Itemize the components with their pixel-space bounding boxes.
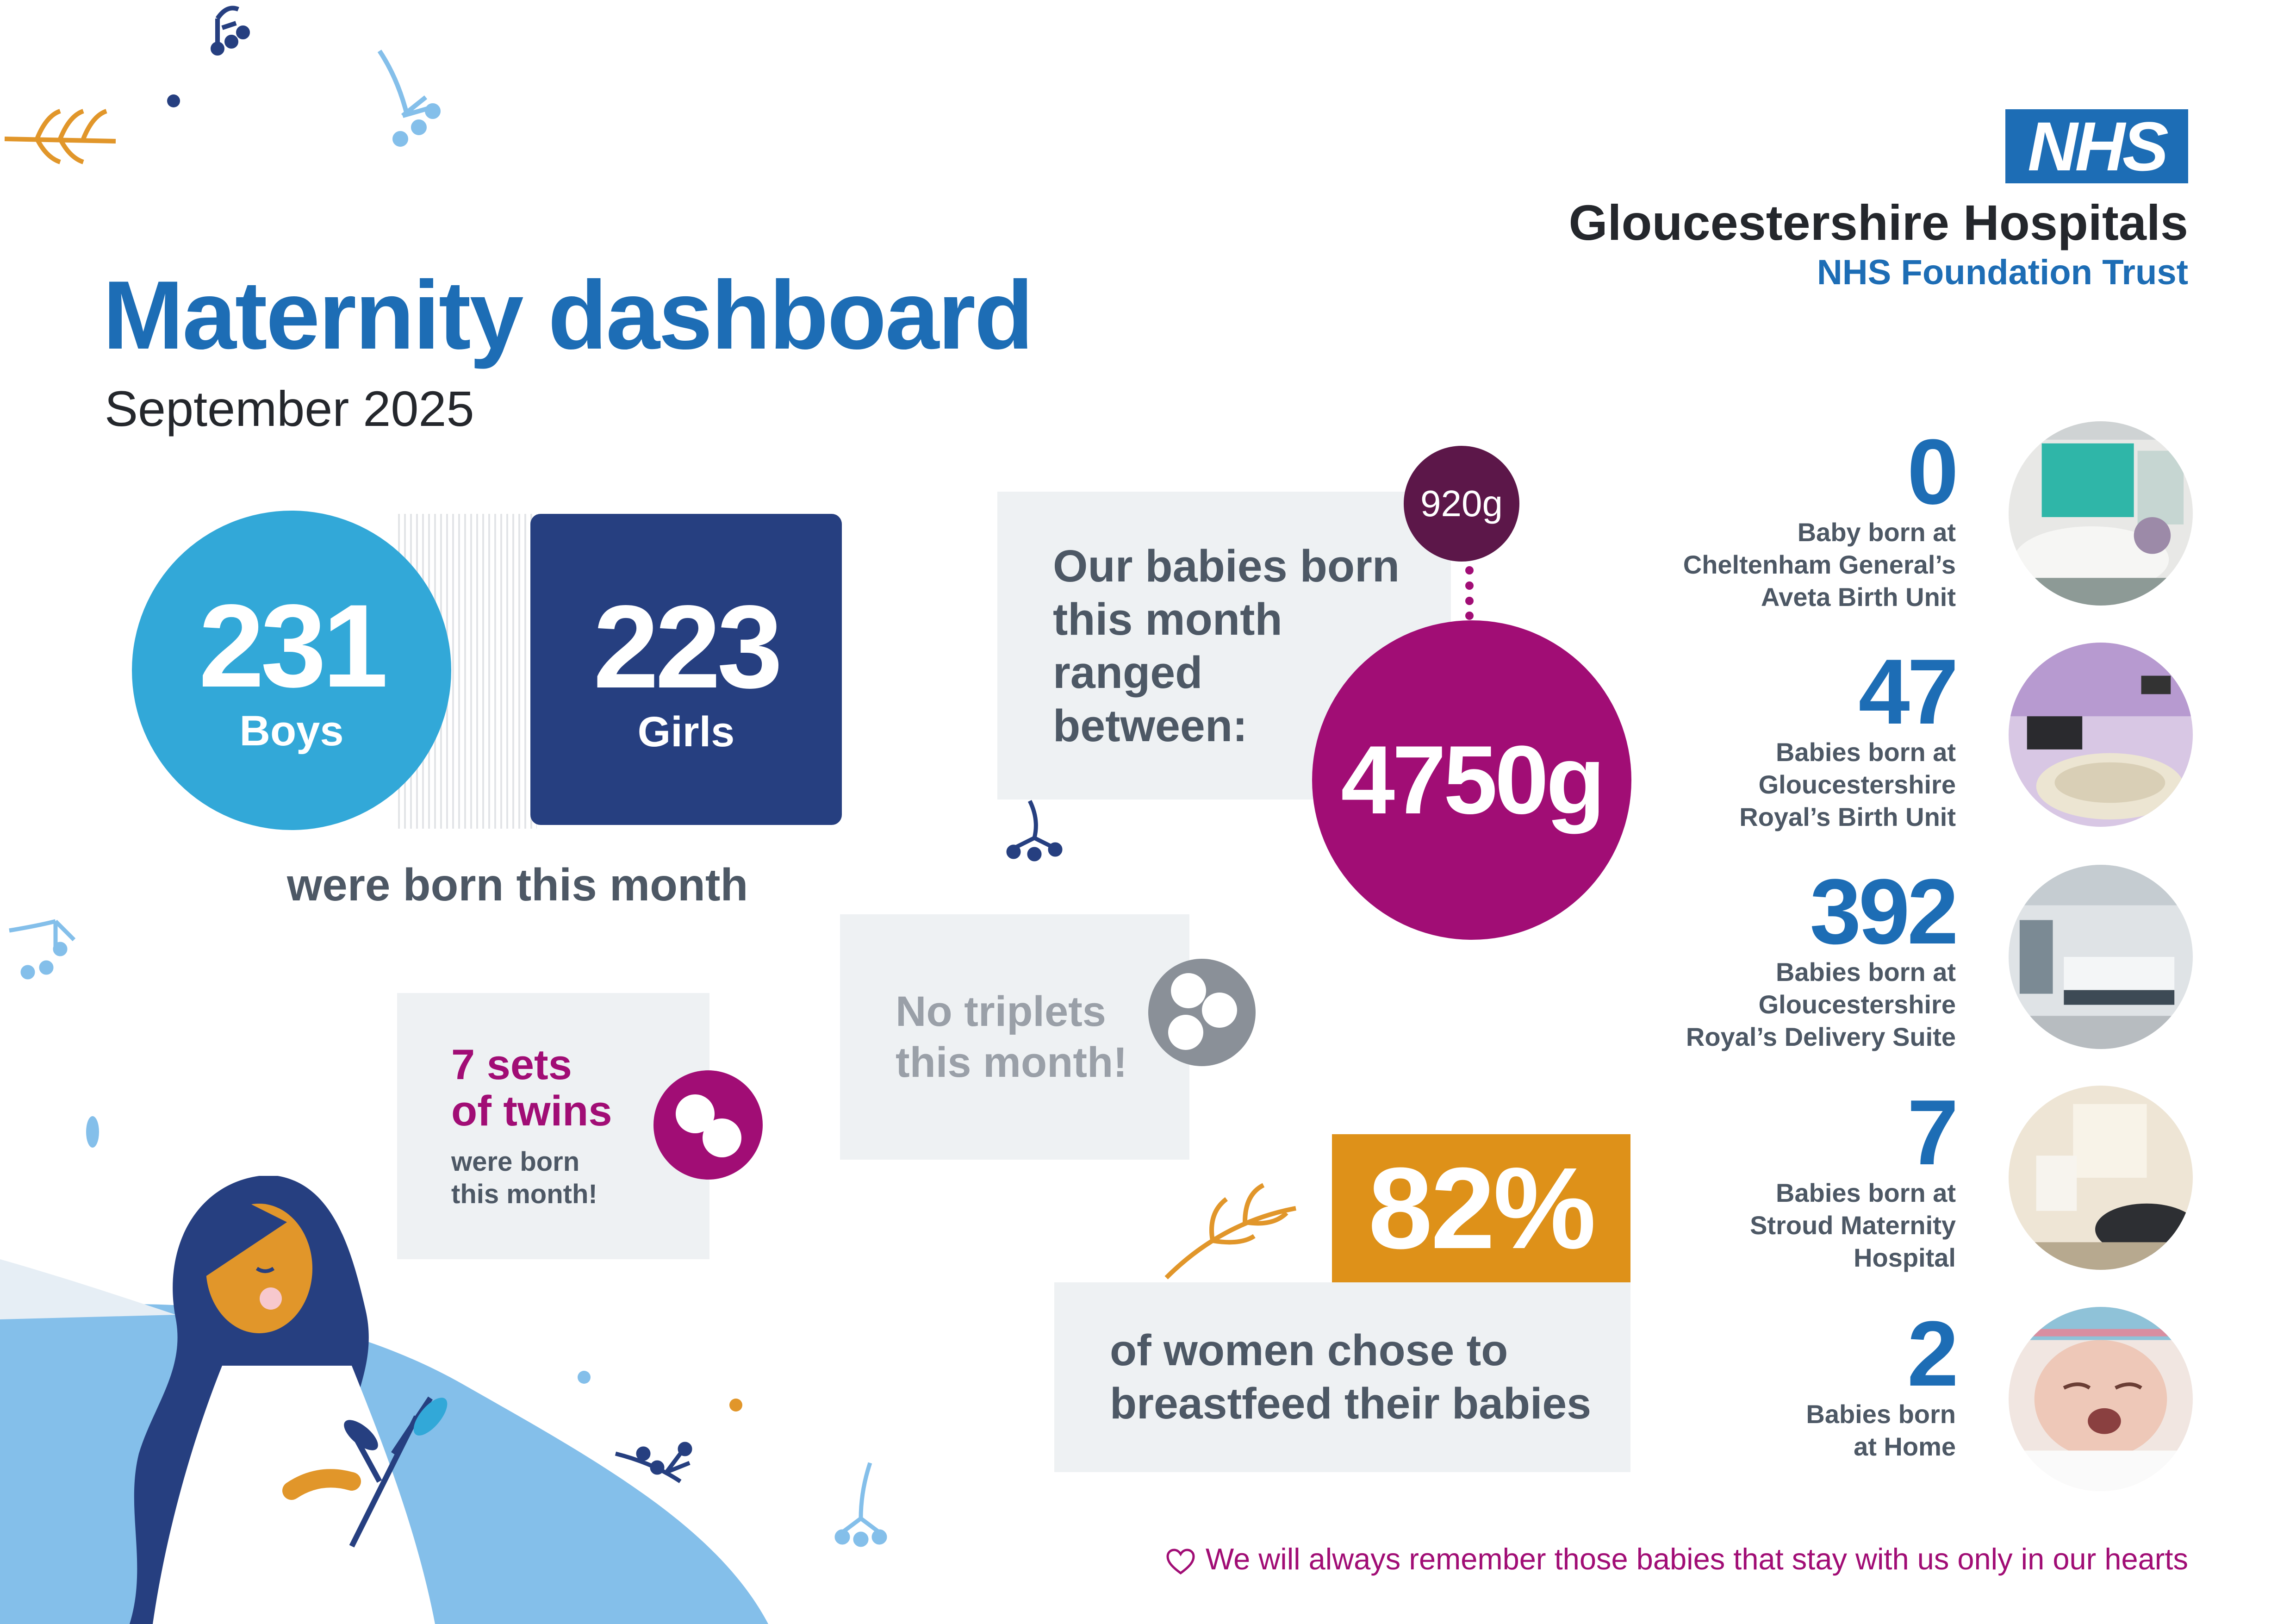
location-label: Babies born xyxy=(1806,1399,1956,1429)
location-label: at Home xyxy=(1854,1432,1956,1461)
flower-sprig-icon xyxy=(834,1462,887,1547)
births-caption: were born this month xyxy=(287,859,748,910)
location-label: Stroud Maternity xyxy=(1750,1211,1956,1240)
remember-message: We will always remember those babies tha… xyxy=(1166,1542,2188,1576)
weight-connector xyxy=(1465,566,1474,620)
page-subtitle: September 2025 xyxy=(105,381,474,437)
triplets-text-line: this month! xyxy=(896,1039,1127,1086)
nhs-logo: NHS xyxy=(2005,109,2188,183)
flower-sprig-icon xyxy=(1006,800,1063,862)
triplets-panel xyxy=(840,914,1189,1160)
breastfeeding-text-line: of women chose to xyxy=(1110,1326,1508,1375)
location-label: Babies born at xyxy=(1776,1178,1956,1207)
weight-text-line: between: xyxy=(1053,700,1248,751)
twins-subtext: were born this month! xyxy=(451,1146,597,1211)
location-count: 0 xyxy=(1907,420,1959,524)
org-subtitle: NHS Foundation Trust xyxy=(1817,253,2188,292)
location-item: 392 Babies born at Gloucestershire Royal… xyxy=(1632,860,1959,1053)
location-label: Royal’s Birth Unit xyxy=(1739,802,1956,831)
heart-icon xyxy=(1166,1549,1195,1574)
location-item: 0 Baby born at Cheltenham General’s Avet… xyxy=(1632,420,1959,613)
flower-sprig-icon xyxy=(211,6,250,56)
location-item: 2 Babies born at Home xyxy=(1632,1302,1959,1463)
org-name: Gloucestershire Hospitals xyxy=(1568,194,2188,250)
newborn-photo xyxy=(2009,1307,2193,1491)
max-weight: 4750g xyxy=(1312,620,1631,940)
twins-sub-line: this month! xyxy=(451,1179,597,1209)
location-label: Hospital xyxy=(1854,1243,1956,1272)
location-label: Babies born at xyxy=(1776,957,1956,987)
triplets-text-line: No triplets xyxy=(896,988,1106,1035)
location-count: 392 xyxy=(1810,860,1959,963)
triplets-icon xyxy=(1148,959,1256,1066)
weight-text-line: this month xyxy=(1053,594,1282,644)
twins-title-line: of twins xyxy=(451,1087,612,1135)
weight-text-line: ranged xyxy=(1053,647,1203,698)
weight-text-line: Our babies born xyxy=(1053,541,1400,591)
girls-count: 223 xyxy=(593,581,783,713)
location-label: Aveta Birth Unit xyxy=(1761,582,1956,612)
location-item: 47 Babies born at Gloucestershire Royal’… xyxy=(1632,640,1959,833)
woman-illustration xyxy=(130,1176,448,1624)
location-label: Royal’s Delivery Suite xyxy=(1686,1022,1956,1051)
twins-title: 7 sets of twins xyxy=(451,1042,612,1134)
girls-label: Girls xyxy=(637,708,735,756)
breastfeeding-text: of women chose to breastfeed their babie… xyxy=(1110,1324,1591,1430)
triplets-text: No triplets this month! xyxy=(896,986,1127,1088)
location-label: Gloucestershire xyxy=(1758,770,1956,799)
location-label: Baby born at xyxy=(1797,518,1956,547)
leaf-branch-icon xyxy=(4,109,116,164)
flower-sprig-icon xyxy=(615,1442,692,1483)
location-label: Gloucestershire xyxy=(1758,990,1956,1019)
weight-text: Our babies born this month ranged betwee… xyxy=(1053,539,1400,752)
breastfeeding-panel xyxy=(1054,1282,1630,1472)
twins-sub-line: were born xyxy=(451,1147,580,1177)
location-count: 7 xyxy=(1907,1081,1959,1184)
stroud-unit-photo xyxy=(2009,1086,2193,1270)
location-item: 7 Babies born at Stroud Maternity Hospit… xyxy=(1632,1081,1959,1274)
flower-sprig-icon xyxy=(9,919,76,980)
boys-label: Boys xyxy=(239,707,344,755)
remember-text: We will always remember those babies tha… xyxy=(1205,1542,2188,1576)
breastfeeding-percent: 82% xyxy=(1332,1134,1630,1282)
birth-unit-photo xyxy=(2009,643,2193,827)
boys-count: 231 xyxy=(199,580,388,712)
twins-icon xyxy=(653,1070,763,1180)
page-title: Maternity dashboard xyxy=(103,261,1033,369)
location-label: Cheltenham General’s xyxy=(1683,550,1956,579)
girls-stat: 223 Girls xyxy=(530,514,842,825)
boys-stat: 231 Boys xyxy=(132,511,451,830)
birth-unit-photo xyxy=(2009,421,2193,606)
location-label: Babies born at xyxy=(1776,737,1956,767)
breastfeeding-text-line: breastfeed their babies xyxy=(1110,1379,1592,1428)
location-count: 2 xyxy=(1907,1302,1959,1405)
min-weight: 920g xyxy=(1404,446,1519,562)
delivery-suite-photo xyxy=(2009,865,2193,1049)
twins-title-line: 7 sets xyxy=(451,1041,572,1088)
flower-sprig-icon xyxy=(377,50,441,147)
leaf-branch-icon xyxy=(1164,1183,1296,1280)
location-count: 47 xyxy=(1858,640,1959,743)
